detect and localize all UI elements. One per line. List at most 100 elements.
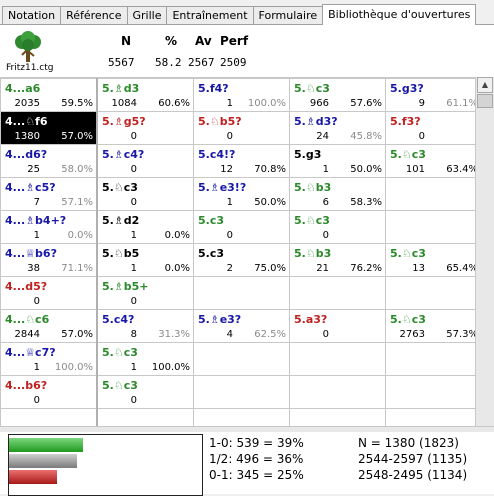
database-name: Fritz11.ctg — [6, 63, 54, 73]
white-reply-cell[interactable]: 5.♘c3 0 — [289, 210, 386, 244]
vertical-scrollbar[interactable]: ▲ — [475, 77, 494, 426]
black-move-cell[interactable]: 4...♕b6? 38 71.1% — [0, 243, 98, 277]
move-label: 4...♗c5? — [5, 181, 56, 194]
white-reply-cell[interactable]: 5.c3 0 — [193, 210, 290, 244]
white-reply-cell[interactable]: 5.♘c3 13 65.4% — [385, 243, 475, 277]
white-reply-cell — [289, 342, 386, 376]
score-percent: 58.3% — [350, 197, 382, 208]
scroll-up-button[interactable]: ▲ — [477, 77, 493, 93]
white-reply-cell[interactable]: 5.♘b5? 0 — [193, 111, 290, 145]
move-label: 5.♗d2 — [102, 214, 140, 227]
white-reply-cell[interactable]: 5.♘b3 6 58.3% — [289, 177, 386, 211]
grid-row: 4...♕b6? 38 71.1% 5.♘b5 1 0.0% 5.c3 2 75.0% 5.♘b3… — [0, 243, 475, 277]
move-label: 5.♘c3 — [294, 82, 330, 95]
white-reply-cell[interactable]: 5.♗e3? 4 62.5% — [193, 309, 290, 343]
black-move-cell[interactable]: 4...♘c6 2844 57.0% — [0, 309, 98, 343]
result-white-wins: 1-0: 539 = 39% — [209, 436, 304, 450]
tab-notation[interactable]: Notation — [2, 6, 62, 25]
tab-grid[interactable]: Grille — [126, 6, 168, 25]
tab-opening-book[interactable]: Bibliothèque d'ouvertures — [322, 4, 477, 25]
game-count: 1 — [130, 263, 137, 274]
white-reply-cell[interactable]: 5.♗e3!? 1 50.0% — [193, 177, 290, 211]
white-reply-cell — [385, 342, 475, 376]
move-label: 5.g3? — [390, 82, 424, 95]
tree-logo-icon — [15, 31, 41, 62]
black-move-cell[interactable]: 4...♕c7? 1 100.0% — [0, 342, 98, 376]
grid-row: 4...♘f6 1380 57.0% 5.♗g5? 0 5.♘b5? 0 5.♗d3? 24 45… — [0, 111, 475, 145]
game-count: 6 — [322, 197, 329, 208]
white-reply-cell[interactable]: 5.♘c3 0 — [96, 375, 194, 409]
move-label: 4...d5? — [5, 280, 48, 293]
game-count: 0 — [33, 395, 40, 406]
horizontal-scrollbar[interactable] — [0, 426, 494, 433]
white-reply-cell[interactable]: 5.f3? 0 — [385, 111, 475, 145]
white-reply-cell[interactable]: 5.♗c4? 0 — [96, 144, 194, 178]
game-count: 13 — [412, 263, 425, 274]
move-label: 5.♗e3? — [198, 313, 242, 326]
game-count: 24 — [316, 131, 329, 142]
white-reply-cell[interactable]: 5.♘c3 2763 57.3% — [385, 309, 475, 343]
game-count: 0 — [226, 230, 233, 241]
white-reply-cell[interactable]: 5.♘b3 21 76.2% — [289, 243, 386, 277]
game-count: 1 — [322, 164, 329, 175]
white-reply-cell[interactable]: 5.♗d3 1084 60.6% — [96, 78, 194, 112]
black-move-cell[interactable]: 4...♗b4+? 1 0.0% — [0, 210, 98, 244]
move-label: 5.♗e3!? — [198, 181, 247, 194]
opening-grid-table: 4...a6 2035 59.5% 5.♗d3 1084 60.6% 5.f4? 1 100.0… — [0, 78, 475, 427]
game-count: 0 — [322, 329, 329, 340]
tab-training[interactable]: Entraînement — [166, 6, 254, 25]
white-reply-cell — [385, 375, 475, 409]
white-reply-cell[interactable]: 5.♘c3 101 63.4% — [385, 144, 475, 178]
score-percent: 31.3% — [158, 329, 190, 340]
white-reply-cell — [193, 408, 290, 427]
score-percent: 0.0% — [67, 230, 93, 241]
black-move-cell[interactable]: 4...d5? 0 — [0, 276, 98, 310]
tab-form[interactable]: Formulaire — [252, 6, 324, 25]
black-move-cell[interactable]: 4...a6 2035 59.5% — [0, 78, 98, 112]
score-percent: 45.8% — [350, 131, 382, 142]
header-value-av: 2567 — [188, 56, 215, 69]
white-reply-cell[interactable]: 5.♘c3 1 100.0% — [96, 342, 194, 376]
white-reply-cell[interactable]: 5.♗d2 1 0.0% — [96, 210, 194, 244]
score-percent: 100.0% — [54, 362, 93, 373]
scroll-thumb[interactable] — [477, 94, 493, 108]
white-reply-cell[interactable]: 5.♘c3 966 57.6% — [289, 78, 386, 112]
tab-bar: Notation Référence Grille Entraînement F… — [2, 4, 477, 25]
move-label: 5.c4? — [102, 313, 135, 326]
score-percent: 58.0% — [61, 164, 93, 175]
result-bars — [8, 434, 203, 496]
black-move-cell[interactable]: 4...♘f6 1380 57.0% — [0, 111, 98, 145]
score-percent: 60.6% — [158, 98, 190, 109]
white-reply-cell[interactable]: 5.g3 1 50.0% — [289, 144, 386, 178]
white-win-bar — [9, 438, 83, 452]
game-count: 2763 — [399, 329, 425, 340]
white-reply-cell[interactable]: 5.g3? 9 61.1% — [385, 78, 475, 112]
score-percent: 61.1% — [446, 98, 475, 109]
move-label: 5.c3 — [198, 214, 225, 227]
move-label: 5.♗g5? — [102, 115, 146, 128]
game-count: 1 — [33, 362, 40, 373]
black-move-cell[interactable]: 4...♗c5? 7 57.1% — [0, 177, 98, 211]
white-reply-cell[interactable]: 5.a3? 0 — [289, 309, 386, 343]
game-count: 21 — [316, 263, 329, 274]
score-percent: 50.0% — [350, 164, 382, 175]
white-reply-cell[interactable]: 5.f4? 1 100.0% — [193, 78, 290, 112]
white-reply-cell[interactable]: 5.♗g5? 0 — [96, 111, 194, 145]
game-count: 0 — [130, 164, 137, 175]
tab-reference[interactable]: Référence — [60, 6, 128, 25]
grid-row: 4...♗b4+? 1 0.0% 5.♗d2 1 0.0% 5.c3 0 5.♘c3 0 — [0, 210, 475, 244]
move-label: 4...b6? — [5, 379, 48, 392]
move-label: 5.♘b3 — [294, 247, 332, 260]
white-reply-cell[interactable]: 5.c3 2 75.0% — [193, 243, 290, 277]
white-reply-cell[interactable]: 5.c4!? 12 70.8% — [193, 144, 290, 178]
score-percent: 63.4% — [446, 164, 475, 175]
black-move-cell[interactable]: 4...b6? 0 — [0, 375, 98, 409]
white-reply-cell[interactable]: 5.♗b5+ 0 — [96, 276, 194, 310]
game-count: 1 — [130, 362, 137, 373]
white-reply-cell[interactable]: 5.♘c3 0 — [96, 177, 194, 211]
black-move-cell[interactable]: 4...d6? 25 58.0% — [0, 144, 98, 178]
white-reply-cell[interactable]: 5.♗d3? 24 45.8% — [289, 111, 386, 145]
game-count: 38 — [27, 263, 40, 274]
white-reply-cell[interactable]: 5.♘b5 1 0.0% — [96, 243, 194, 277]
white-reply-cell[interactable]: 5.c4? 8 31.3% — [96, 309, 194, 343]
